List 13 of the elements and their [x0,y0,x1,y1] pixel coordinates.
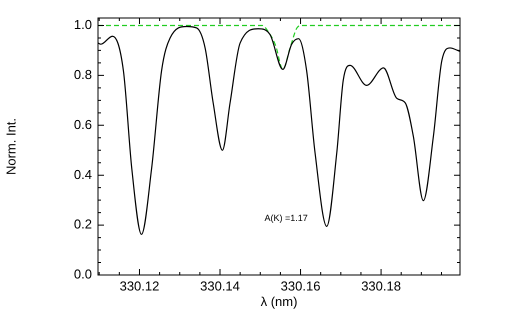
x-axis-title: λ (nm) [260,294,298,309]
y-tick-label: 0.2 [74,216,92,232]
y-axis-title: Norm. Int. [3,118,18,176]
y-tick-label: 1.0 [74,17,92,32]
x-tick-label: 330.18 [361,278,401,294]
x-tick-label: 330.16 [280,278,320,294]
y-tick-label: 0.0 [74,266,92,282]
y-tick-label: 0.6 [74,116,92,132]
x-tick-label: 330.12 [120,278,160,294]
y-tick-label: 0.8 [74,66,92,82]
annotation: A(K) =1.17 [264,212,308,223]
x-tick-label: 330.14 [200,278,240,294]
y-tick-label: 0.4 [74,166,92,182]
